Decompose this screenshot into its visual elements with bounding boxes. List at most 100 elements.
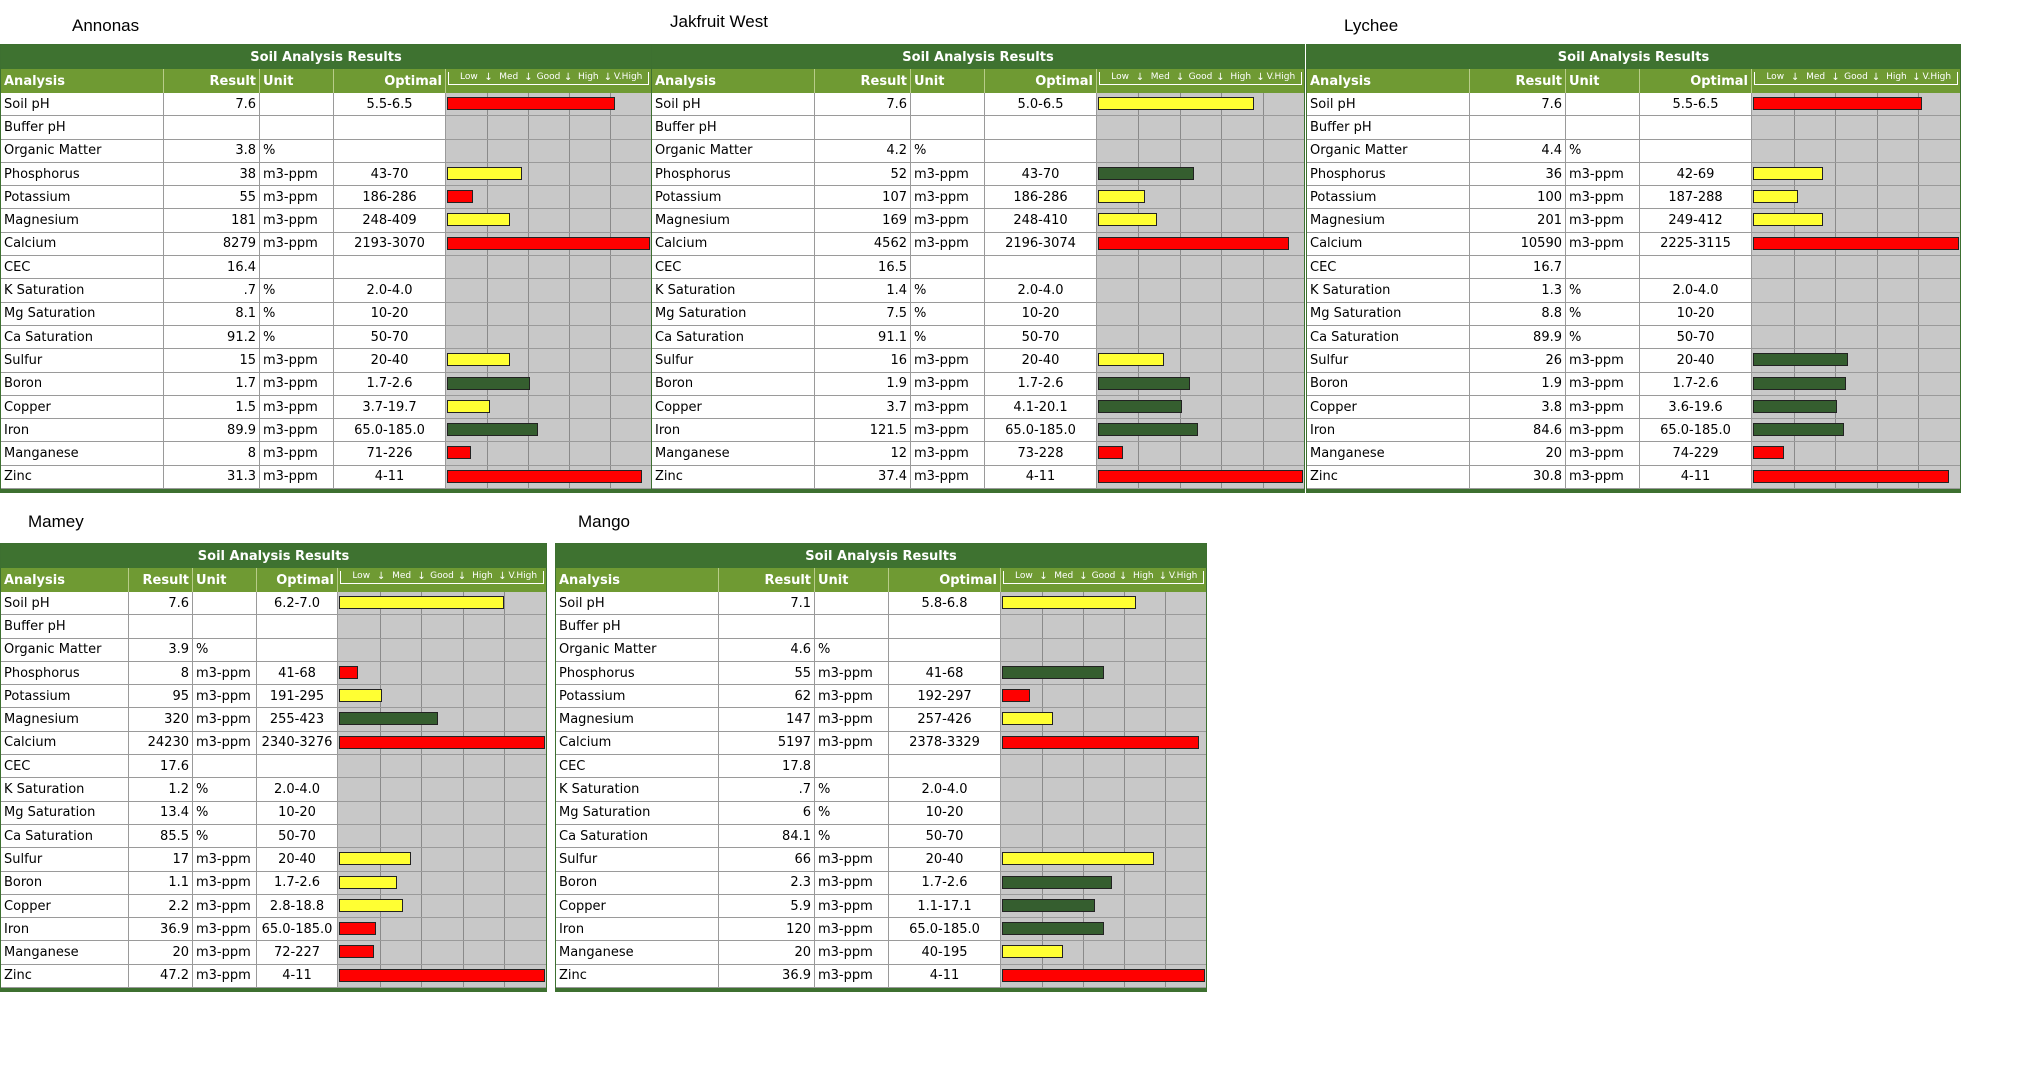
grid-line bbox=[1138, 302, 1139, 325]
grid-line bbox=[504, 894, 505, 918]
scale-label-low: Low ↓ bbox=[1004, 571, 1048, 583]
rating-bar bbox=[1098, 376, 1190, 390]
table-row: Mg Saturation 8.1% 10-20 bbox=[1, 302, 651, 326]
grid-line bbox=[1835, 139, 1836, 162]
rating-bar-cell bbox=[446, 302, 651, 325]
grid-line bbox=[1835, 302, 1836, 325]
table-row: Sulfur 17 m3-ppm 20-40 bbox=[1, 848, 546, 872]
rating-bar-cell bbox=[1001, 918, 1206, 941]
cell-result: 89.9 bbox=[164, 419, 260, 442]
rating-bar bbox=[1002, 968, 1205, 982]
cell-optimal: 2.0-4.0 bbox=[889, 778, 1001, 801]
grid-line bbox=[463, 941, 464, 964]
grid-line bbox=[1180, 139, 1181, 162]
cell-result: 4.2 bbox=[815, 139, 911, 162]
grid-line bbox=[1083, 941, 1084, 964]
cell-result: 91.1 bbox=[815, 325, 911, 349]
cell-result: 55 bbox=[164, 186, 260, 209]
cell-optimal: 1.7-2.6 bbox=[889, 871, 1001, 894]
rating-bar bbox=[1098, 423, 1198, 437]
table-row: Calcium 4562 m3-ppm 2196-3074 bbox=[652, 232, 1304, 257]
scale-label-text: V.High bbox=[1266, 72, 1296, 82]
rating-bar bbox=[447, 446, 471, 460]
grid-line bbox=[1042, 755, 1043, 778]
arrow-down-icon: ↓ bbox=[1176, 72, 1185, 83]
cell-result: 13.4 bbox=[129, 801, 193, 824]
table-row: Organic Matter 4.4% bbox=[1307, 139, 1960, 163]
grid-line bbox=[504, 778, 505, 801]
cell-optimal: 187-288 bbox=[1640, 186, 1752, 209]
rating-bar-cell bbox=[1097, 93, 1304, 116]
cell-optimal: 65.0-185.0 bbox=[334, 419, 446, 442]
rating-bar-cell bbox=[338, 615, 546, 638]
table-row: Manganese 20 m3-ppm 40-195 bbox=[556, 941, 1206, 965]
grid-line bbox=[463, 685, 464, 708]
grid-line bbox=[1083, 824, 1084, 848]
grid-line bbox=[1918, 395, 1919, 419]
grid-line bbox=[487, 325, 488, 349]
cell-result: 66 bbox=[719, 848, 815, 871]
cell-analysis: Calcium bbox=[1, 731, 129, 755]
cell-analysis: Magnesium bbox=[1307, 209, 1470, 232]
grid-line bbox=[463, 638, 464, 661]
cell-unit: m3-ppm bbox=[1566, 419, 1640, 442]
grid-line bbox=[1794, 139, 1795, 162]
grid-line bbox=[463, 708, 464, 731]
scale-label-vhigh: V.High bbox=[1163, 571, 1203, 583]
scale-label-text: Low bbox=[1015, 571, 1033, 581]
cell-analysis: Zinc bbox=[1, 465, 164, 489]
grid-line bbox=[1263, 325, 1264, 349]
cell-optimal: 20-40 bbox=[889, 848, 1001, 871]
panel-title: Lychee bbox=[1344, 16, 1399, 35]
grid-line bbox=[1165, 778, 1166, 801]
cell-optimal: 10-20 bbox=[889, 801, 1001, 824]
cell-analysis: K Saturation bbox=[652, 279, 815, 302]
rating-bar-cell bbox=[1001, 871, 1206, 894]
scale-label-text: V.High bbox=[613, 72, 643, 82]
table-row: Potassium 55 m3-ppm 186-286 bbox=[1, 186, 651, 210]
column-header-row: Analysis Result Unit Optimal Low ↓ Med ↓ Good ↓ Hi… bbox=[1307, 69, 1960, 93]
grid-line bbox=[610, 419, 611, 442]
scale-label-vhigh: V.High bbox=[503, 571, 543, 583]
grid-line bbox=[1918, 162, 1919, 186]
grid-line bbox=[1918, 302, 1919, 325]
cell-unit: % bbox=[193, 638, 257, 661]
cell-optimal: 50-70 bbox=[257, 824, 338, 848]
cell-result bbox=[719, 615, 815, 638]
scale-label-text: Med bbox=[392, 571, 412, 581]
table-title: Soil Analysis Results bbox=[1307, 45, 1960, 69]
grid-line bbox=[610, 256, 611, 279]
rating-bar-cell bbox=[446, 186, 651, 209]
rating-bar-cell bbox=[338, 941, 546, 964]
column-header-result: Result bbox=[129, 568, 193, 592]
scale-label-med: Med ↓ bbox=[381, 571, 426, 583]
cell-optimal: 6.2-7.0 bbox=[257, 592, 338, 615]
cell-result: .7 bbox=[164, 279, 260, 302]
column-header-result: Result bbox=[1470, 69, 1566, 93]
cell-optimal bbox=[889, 638, 1001, 661]
grid-line bbox=[528, 395, 529, 419]
cell-optimal: 186-286 bbox=[334, 186, 446, 209]
grid-line bbox=[1138, 116, 1139, 139]
grid-line bbox=[1263, 256, 1264, 279]
cell-result: 17.8 bbox=[719, 755, 815, 778]
grid-line bbox=[1165, 941, 1166, 964]
cell-analysis: Magnesium bbox=[1, 209, 164, 232]
cell-result: 320 bbox=[129, 708, 193, 731]
arrow-down-icon: ↓ bbox=[1119, 571, 1128, 582]
rating-bar-cell bbox=[1752, 372, 1960, 395]
grid-line bbox=[610, 302, 611, 325]
cell-optimal: 2.0-4.0 bbox=[257, 778, 338, 801]
grid-line bbox=[1042, 824, 1043, 848]
rating-bar bbox=[1753, 190, 1798, 204]
cell-result: 30.8 bbox=[1470, 465, 1566, 489]
grid-line bbox=[504, 708, 505, 731]
cell-optimal: 4-11 bbox=[985, 465, 1097, 489]
cell-analysis: Ca Saturation bbox=[1, 824, 129, 848]
grid-line bbox=[1221, 279, 1222, 302]
grid-line bbox=[1918, 442, 1919, 465]
table-row: Calcium 10590 m3-ppm 2225-3115 bbox=[1307, 232, 1960, 257]
grid-line bbox=[504, 801, 505, 824]
cell-optimal: 65.0-185.0 bbox=[1640, 419, 1752, 442]
cell-unit: % bbox=[911, 325, 985, 349]
